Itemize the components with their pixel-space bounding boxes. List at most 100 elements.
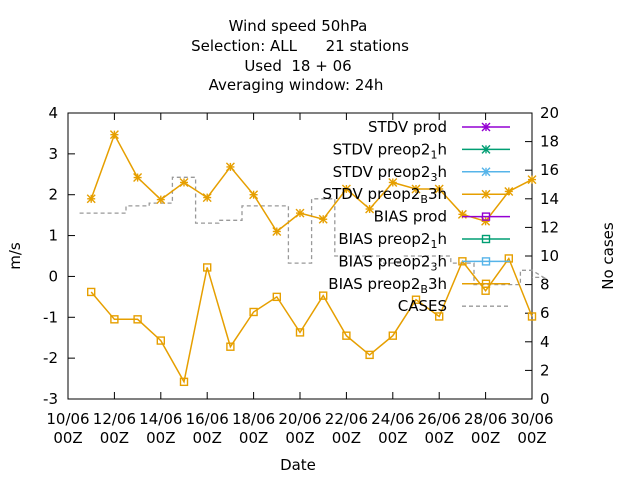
bias-point: [202, 263, 212, 272]
stdv-point: [295, 208, 305, 218]
bias-point: [249, 307, 258, 317]
legend-label: STDV prod: [368, 118, 447, 136]
stdv-point-stroke: [202, 193, 212, 203]
stdv-point: [272, 226, 282, 236]
legend-label-sub: B: [420, 193, 428, 206]
legend-label-tail: 3h: [428, 275, 447, 293]
bias-point: [86, 287, 96, 297]
legend-label: BIAS preop2B3h: [328, 275, 447, 296]
series-layer: [79, 130, 546, 387]
x-tick-label: 14/06: [139, 410, 182, 428]
x-tick-label-hour: 00Z: [146, 429, 175, 447]
plot-frame: [67, 112, 533, 400]
stdv-point-stroke: [457, 209, 467, 219]
y2-tick-label: 18: [540, 133, 559, 151]
y2-tick-label: 6: [540, 304, 550, 322]
bias-point: [133, 315, 142, 324]
legend-label-main: STDV preop2: [333, 163, 431, 181]
legend-label: BIAS preop21h: [338, 230, 447, 251]
stdv-point-stroke: [225, 162, 235, 172]
y-tick-label: 0: [48, 267, 58, 285]
stdv-point-stroke: [365, 204, 375, 214]
title-line-2: Selection: ALL 21 stations: [191, 37, 409, 55]
legend-marker: [481, 122, 491, 132]
x-tick-label: 26/06: [418, 410, 461, 428]
stdv-point-stroke: [179, 177, 189, 187]
y2-tick-label: 20: [540, 104, 559, 122]
y2-tick-label: 14: [540, 190, 559, 208]
bias-point: [435, 312, 444, 321]
x-tick-label: 30/06: [510, 410, 553, 428]
legend-item: STDV preop23h: [333, 163, 510, 184]
stdv-point: [86, 194, 96, 204]
legend-item: BIAS preop23h: [338, 252, 510, 273]
x-tick-label-hour: 00Z: [53, 429, 82, 447]
legend-item: CASES: [398, 297, 510, 315]
stdv-point: [133, 173, 143, 183]
stdv-point-stroke: [411, 184, 421, 194]
legend-label-sub: 1: [430, 148, 437, 161]
stdv-point-stroke: [434, 184, 444, 194]
legend-label-main: CASES: [398, 297, 447, 315]
legend-label-tail: 3h: [428, 185, 447, 203]
legend-label: STDV preop23h: [333, 163, 447, 184]
x-tick-label: 10/06: [46, 410, 89, 428]
axis-ticks: -3-2-1012340246810121416182010/0600Z12/0…: [43, 104, 559, 447]
legend-label-tail: h: [437, 230, 447, 248]
y-tick-label: -2: [43, 349, 58, 367]
stdv-point-stroke: [295, 208, 305, 218]
y2-tick-label: 10: [540, 247, 559, 265]
y2-tick-label: 0: [540, 390, 550, 408]
legend-label-main: STDV prod: [368, 118, 447, 136]
stdv-point-stroke: [133, 173, 143, 183]
y2-axis-label: No cases: [599, 222, 617, 290]
x-tick-label: 22/06: [325, 410, 368, 428]
title-line-3: Used 18 + 06: [244, 57, 351, 75]
bias-point: [226, 342, 235, 351]
y-tick-label: -1: [43, 308, 58, 326]
legend-label-tail: h: [437, 163, 447, 181]
stdv-point: [341, 184, 351, 194]
x-tick-label-hour: 00Z: [425, 429, 454, 447]
stdv-point: [202, 193, 212, 203]
legend-marker: [481, 167, 491, 177]
bias-point: [156, 336, 166, 345]
stdv-point-stroke: [109, 130, 119, 140]
x-tick-label: 12/06: [93, 410, 136, 428]
stdv-point: [109, 130, 119, 140]
bias-point: [110, 315, 119, 324]
x-tick-label-hour: 00Z: [239, 429, 268, 447]
stdv-point-stroke: [341, 184, 351, 194]
legend-item: STDV preop21h: [333, 140, 510, 161]
legend-label: STDV preop21h: [333, 140, 447, 161]
bias-point: [295, 328, 305, 337]
stdv-point: [527, 175, 537, 185]
y-tick-label: 2: [48, 186, 58, 204]
legend-label-main: BIAS prod: [374, 208, 447, 226]
legend-item: STDV prod: [368, 118, 510, 136]
stdv-point: [411, 184, 421, 194]
bias-point: [179, 377, 189, 387]
legend-label-tail: h: [437, 252, 447, 270]
y-tick-label: 1: [48, 227, 58, 245]
stdv-point-stroke: [249, 190, 259, 200]
bias-point: [319, 291, 328, 300]
stdv-point: [365, 204, 375, 214]
bias-point: [342, 331, 351, 340]
legend-marker: [481, 212, 491, 221]
legend-label-main: STDV preop2: [323, 185, 421, 203]
y-tick-label: 3: [48, 145, 58, 163]
legend-label: STDV preop2B3h: [323, 185, 447, 206]
x-tick-label: 16/06: [186, 410, 229, 428]
y2-tick-label: 12: [540, 218, 559, 236]
series-cases: [79, 176, 546, 286]
x-tick-label-hour: 00Z: [471, 429, 500, 447]
legend-label: CASES: [398, 297, 447, 315]
y2-tick-label: 2: [540, 361, 550, 379]
legend-item: STDV preop2B3h: [323, 185, 510, 206]
series-bias-preop2-b3h: [90, 256, 533, 384]
x-tick-label: 20/06: [278, 410, 321, 428]
y2-tick-label: 4: [540, 333, 550, 351]
stdv-point: [249, 190, 259, 200]
legend-marker: [481, 257, 491, 266]
